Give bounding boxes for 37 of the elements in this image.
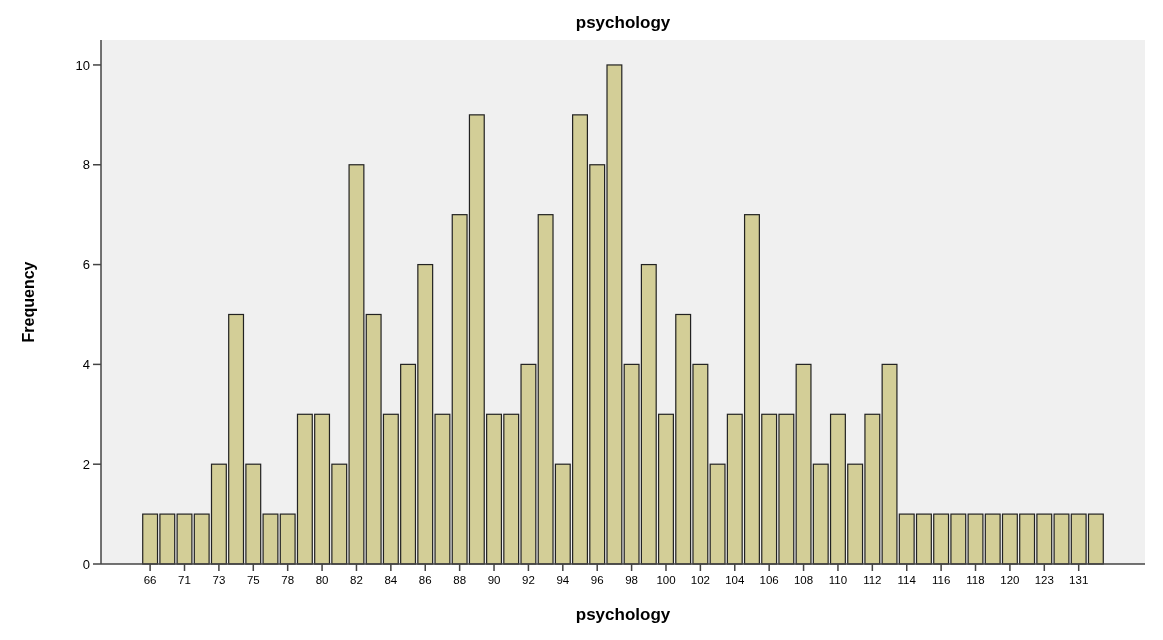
- y-tick-label: 10: [75, 57, 90, 73]
- x-tick-label: 104: [725, 574, 745, 586]
- x-tick-label: 75: [246, 574, 260, 586]
- y-tick-label: 0: [82, 556, 90, 572]
- x-tick-label: 86: [418, 574, 432, 586]
- x-tick-label: 123: [1034, 574, 1054, 586]
- x-tick-label: 90: [487, 574, 501, 586]
- y-tick-label: 6: [82, 257, 90, 273]
- y-axis-title: Frequency: [20, 261, 37, 343]
- x-tick-label: 98: [625, 574, 638, 586]
- x-tick-label: 73: [212, 574, 226, 586]
- x-tick-label: 80: [315, 574, 329, 586]
- x-tick-label: 66: [143, 574, 157, 586]
- x-tick-label: 120: [1000, 574, 1020, 586]
- x-tick-label: 106: [759, 574, 779, 586]
- x-axis-title: psychology: [575, 605, 671, 624]
- y-tick-label: 8: [82, 157, 90, 173]
- x-tick-label: 78: [281, 574, 295, 586]
- x-tick-label: 118: [966, 574, 985, 586]
- x-tick-label: 114: [897, 574, 917, 586]
- y-tick-label: 2: [82, 456, 90, 472]
- x-tick-label: 96: [590, 574, 604, 586]
- x-tick-label: 100: [656, 574, 676, 586]
- chart-title: psychology: [575, 13, 671, 32]
- x-tick-label: 82: [350, 574, 363, 586]
- x-tick-label: 94: [556, 574, 570, 586]
- x-tick-label: 92: [522, 574, 535, 586]
- x-tick-label: 131: [1069, 574, 1089, 586]
- x-tick-label: 116: [931, 574, 951, 586]
- x-tick-label: 88: [453, 574, 467, 586]
- x-tick-label: 108: [793, 574, 814, 586]
- y-tick-label: 4: [82, 356, 90, 372]
- x-tick-label: 84: [384, 574, 398, 586]
- x-tick-label: 102: [690, 574, 710, 586]
- x-tick-label: 71: [178, 574, 191, 586]
- x-tick-label: 110: [828, 574, 848, 586]
- x-tick-label: 112: [863, 574, 882, 586]
